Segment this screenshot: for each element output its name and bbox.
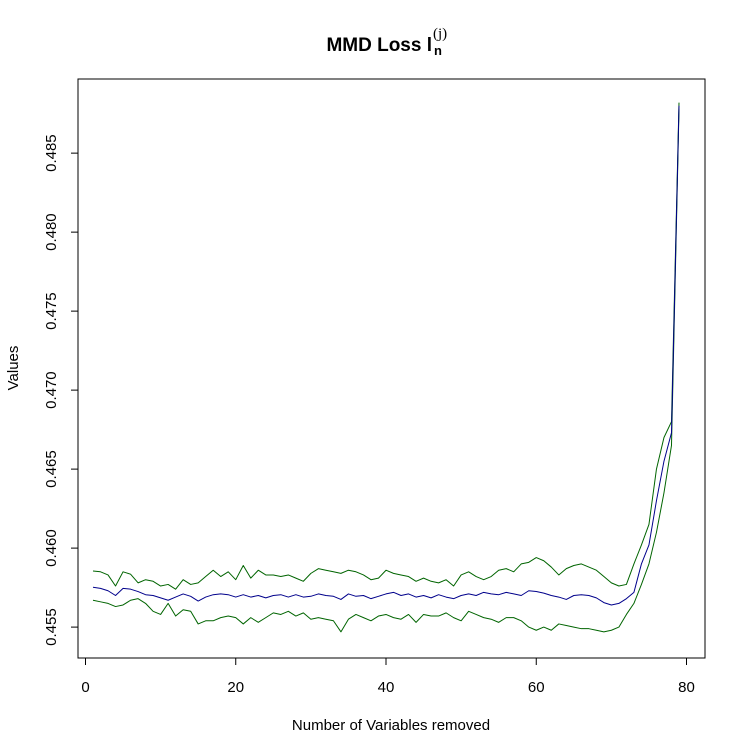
series-line-0	[92, 105, 680, 606]
y-tick-label-0: 0.455	[43, 608, 60, 646]
x-tick-label-60: 60	[528, 679, 545, 696]
x-axis: 0 20 40 60 80	[81, 657, 695, 696]
y-tick-label-2: 0.465	[43, 450, 60, 488]
series-group	[92, 102, 680, 633]
y-axis-label: Values	[5, 346, 22, 391]
x-tick-label-40: 40	[378, 679, 395, 696]
x-axis-label: Number of Variables removed	[292, 717, 490, 734]
y-axis: 0.455 0.460 0.465 0.470 0.475 0.480 0.485	[43, 134, 79, 646]
chart-title: MMD Loss l	[326, 35, 432, 56]
series-line-1	[92, 102, 680, 590]
chart-title-subscript: n	[434, 43, 442, 58]
x-tick-label-80: 80	[678, 679, 695, 696]
y-tick-label-4: 0.475	[43, 292, 60, 330]
y-tick-label-6: 0.485	[43, 134, 60, 172]
y-tick-label-3: 0.470	[43, 371, 60, 409]
x-tick-label-0: 0	[81, 679, 89, 696]
y-tick-label-5: 0.480	[43, 213, 60, 251]
y-tick-label-1: 0.460	[43, 529, 60, 567]
plot-frame	[77, 78, 706, 659]
x-tick-label-20: 20	[227, 679, 244, 696]
series-line-2	[92, 108, 680, 633]
chart-title-superscript: (j)	[433, 26, 447, 42]
